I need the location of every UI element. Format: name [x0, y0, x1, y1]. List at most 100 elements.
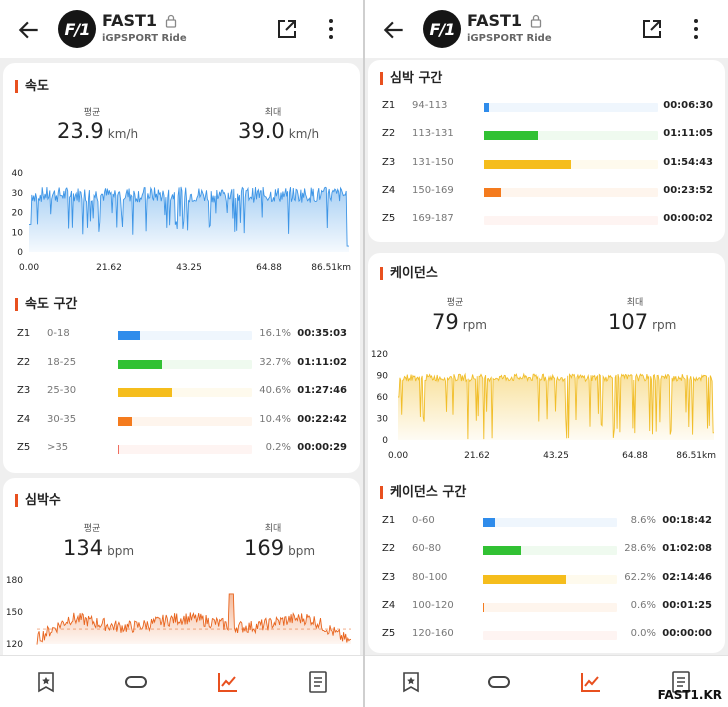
zone-percent: 10.4%: [259, 413, 291, 425]
share-icon[interactable]: [276, 18, 298, 40]
speed-card: 속도 평균 23.9 km/h 최대 39.0 km/h 40 30 20 10 0 0.00…: [3, 63, 360, 473]
bookmark-icon[interactable]: [399, 670, 423, 694]
zone-percent: 0.2%: [265, 442, 291, 453]
zone-range: 0-60: [412, 515, 435, 526]
y-tick-label: 0: [17, 248, 23, 258]
zone-row: Z3 25-30 40.6% 01:27:46: [3, 385, 360, 399]
device-name: FAST1: [102, 11, 158, 30]
zone-percent: 28.6%: [624, 543, 656, 555]
device-name: FAST1: [467, 11, 523, 30]
zone-range: 169-187: [412, 213, 454, 225]
zone-row: Z1 94-113 00:06:30: [368, 100, 725, 114]
zone-bar-track: [484, 131, 658, 141]
app-logo: F/1: [423, 10, 461, 48]
x-tick-label: 0.00: [19, 263, 39, 273]
cadence-max-label: 최대: [626, 298, 644, 308]
cadence-chart: 120 90 60 30 00.00 21.62 43.25 64.88 86.51km: [371, 350, 716, 461]
hr-max-label: 최대: [264, 524, 282, 534]
device-icon[interactable]: [487, 670, 511, 694]
heart-rate-card: 심박수 평균 134 bpm 최대 169 bpm 180 150 120: [3, 478, 360, 678]
zone-bar-fill: [484, 159, 571, 169]
zone-bar-track: [484, 187, 658, 197]
app-header: F/1 FAST1 iGPSPORT Ride: [365, 0, 728, 58]
zone-label: Z3: [382, 156, 396, 168]
zone-time: 01:27:46: [297, 385, 347, 396]
zone-bar-fill: [483, 602, 484, 612]
zone-row: Z5 >35 0.2% 00:00:29: [3, 442, 360, 456]
bookmark-icon[interactable]: [34, 670, 58, 694]
hr-zones-card: 심박 구간 Z1 94-113 00:06:30 Z2 113-131 01:11:05 Z…: [368, 60, 725, 242]
zone-bar-fill: [483, 574, 567, 584]
app-logo: F/1: [58, 10, 96, 48]
zone-range: 100-120: [412, 599, 454, 611]
x-tick-label: 21.62: [96, 263, 122, 273]
zone-bar-track: [483, 631, 617, 641]
speed-chart: 40 30 20 10 0 0.00 21.62 43.25 64.88 86.51km: [12, 169, 351, 273]
zone-bar-track: [118, 388, 252, 397]
zone-row: Z3 80-100 62.2% 02:14:46: [368, 572, 725, 586]
heart-rate-chart: 180 150 120: [6, 576, 352, 650]
y-tick-label: 20: [12, 209, 24, 219]
zone-time: 00:35:03: [297, 328, 347, 339]
zone-label: Z1: [382, 100, 396, 111]
x-tick-label: 64.88: [622, 451, 648, 461]
cadence-zones-title: 케이던스 구간: [380, 486, 466, 499]
zone-range: 131-150: [412, 156, 454, 168]
report-icon[interactable]: [669, 670, 693, 694]
zone-row: Z2 113-131 01:11:05: [368, 128, 725, 142]
speed-avg-label: 평균: [83, 108, 101, 118]
zone-bar-track: [118, 416, 252, 426]
zone-label: Z3: [382, 571, 396, 583]
zone-label: Z5: [382, 628, 396, 640]
zone-bar-fill: [118, 359, 162, 369]
zone-bar-fill: [483, 546, 522, 556]
right-screen: F/1 FAST1 iGPSPORT Ride 심박 구간 Z1 94-113 00…: [365, 0, 728, 707]
y-tick-label: 30: [12, 189, 24, 199]
chart-icon[interactable]: [579, 670, 603, 694]
y-tick-label: 120: [371, 350, 388, 360]
zone-row: Z5 120-160 0.0% 00:00:00: [368, 628, 725, 642]
zone-time: 00:06:30: [663, 100, 713, 111]
x-tick-label: 43.25: [543, 451, 569, 461]
zone-time: 00:23:52: [663, 184, 713, 196]
zone-range: 30-35: [47, 413, 77, 425]
zone-label: Z4: [382, 184, 396, 196]
zone-bar-track: [118, 445, 252, 454]
zone-label: Z2: [382, 543, 396, 555]
x-tick-label: 86.51km: [676, 451, 716, 461]
share-icon[interactable]: [641, 18, 663, 40]
back-arrow-icon[interactable]: [16, 17, 42, 43]
zone-bar-fill: [484, 131, 538, 141]
zone-bar-fill: [118, 331, 140, 340]
zone-range: 113-131: [412, 128, 454, 140]
zone-label: Z5: [382, 213, 396, 225]
zone-bar-track: [483, 574, 617, 584]
chart-icon[interactable]: [216, 670, 240, 694]
y-tick-label: 0: [382, 436, 388, 446]
zone-row: Z1 0-18 16.1% 00:35:03: [3, 328, 360, 342]
zone-bar-fill: [484, 103, 490, 112]
more-vert-icon[interactable]: [691, 17, 701, 41]
speed-area: [29, 186, 349, 252]
cadence-avg-label: 평균: [446, 298, 464, 308]
bottom-nav: [365, 655, 728, 707]
zone-label: Z2: [382, 128, 396, 140]
zone-time: 00:00:29: [297, 442, 347, 453]
device-icon[interactable]: [124, 670, 148, 694]
zone-row: Z3 131-150 01:54:43: [368, 157, 725, 171]
watermark: FAST1.KR: [657, 688, 722, 702]
device-title: FAST1: [467, 11, 542, 30]
report-icon[interactable]: [306, 670, 330, 694]
zone-label: Z3: [17, 385, 31, 396]
back-arrow-icon[interactable]: [381, 17, 407, 43]
zone-percent: 0.6%: [630, 599, 656, 611]
heart-rate-title: 심박수: [15, 494, 61, 507]
zone-time: 00:18:42: [662, 515, 712, 526]
zone-bar-track: [118, 359, 252, 369]
x-tick-label: 43.25: [176, 263, 202, 273]
device-subtitle: iGPSPORT Ride: [467, 33, 552, 44]
speed-title: 속도: [15, 80, 49, 93]
more-vert-icon[interactable]: [326, 17, 336, 41]
zone-percent: 40.6%: [259, 385, 291, 396]
cadence-title: 케이던스: [380, 267, 438, 280]
